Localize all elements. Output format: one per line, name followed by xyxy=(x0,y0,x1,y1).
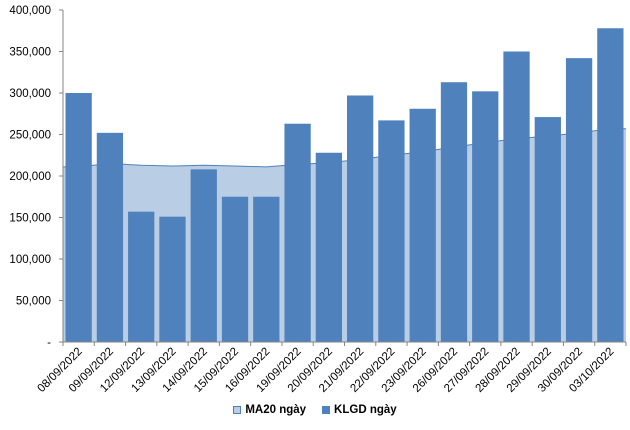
bars-layer xyxy=(65,28,624,343)
legend-label-klgd: KLGD ngày xyxy=(334,404,397,416)
bar-27/09/2022 xyxy=(472,91,499,342)
legend-label-ma20: MA20 ngày xyxy=(245,404,307,416)
bar-09/09/2022 xyxy=(96,132,124,342)
legend-item-klgd: KLGD ngày xyxy=(322,404,397,416)
bar-28/09/2022 xyxy=(503,51,530,342)
y-tick-labels: - 50,000 100,000 150,000 200,000 250,000 300,0… xyxy=(9,5,51,349)
x-tick-labels: 08/09/202209/09/202212/09/202213/09/2022… xyxy=(36,346,617,395)
bar-19/09/2022 xyxy=(284,123,311,343)
y-tick-label: 100,000 xyxy=(9,254,51,266)
legend-swatch-ma20 xyxy=(233,406,242,414)
bar-12/09/2022 xyxy=(128,211,155,342)
y-tick-label: 250,000 xyxy=(9,130,51,142)
bar-21/09/2022 xyxy=(347,95,374,343)
bar-23/09/2022 xyxy=(409,108,436,343)
bar-16/09/2022 xyxy=(253,196,280,342)
bar-29/09/2022 xyxy=(534,117,561,342)
bar-03/10/2022 xyxy=(597,28,624,342)
bar-15/09/2022 xyxy=(221,196,249,342)
y-tick-label: 50,000 xyxy=(16,296,51,308)
bar-14/09/2022 xyxy=(190,169,217,342)
bar-13/09/2022 xyxy=(159,216,186,342)
y-tick-label: 400,000 xyxy=(9,5,51,17)
bar-08/09/2022 xyxy=(65,93,92,342)
bar-26/09/2022 xyxy=(440,82,468,343)
y-tick-label: - xyxy=(47,337,51,349)
legend-item-ma20: MA20 ngày xyxy=(233,404,306,416)
y-tick-label: 350,000 xyxy=(9,47,51,59)
axes-layer xyxy=(59,9,627,346)
legend: MA20 ngày KLGD ngày xyxy=(0,404,630,416)
y-tick-label: 200,000 xyxy=(9,171,51,183)
y-tick-label: 150,000 xyxy=(9,213,51,225)
bar-30/09/2022 xyxy=(565,58,593,342)
bar-20/09/2022 xyxy=(315,152,342,342)
y-tick-label: 300,000 xyxy=(9,88,51,100)
bar-22/09/2022 xyxy=(378,120,405,342)
legend-swatch-klgd xyxy=(322,406,331,414)
